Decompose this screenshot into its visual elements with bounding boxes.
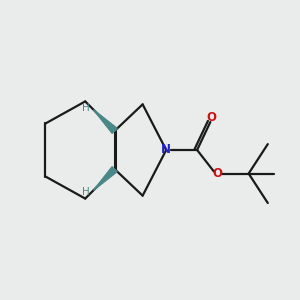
Text: N: N — [161, 143, 171, 157]
Text: H: H — [82, 103, 90, 113]
Text: O: O — [207, 111, 217, 124]
Polygon shape — [94, 110, 117, 134]
Polygon shape — [94, 167, 117, 190]
Text: O: O — [213, 167, 223, 180]
Text: H: H — [82, 187, 90, 197]
